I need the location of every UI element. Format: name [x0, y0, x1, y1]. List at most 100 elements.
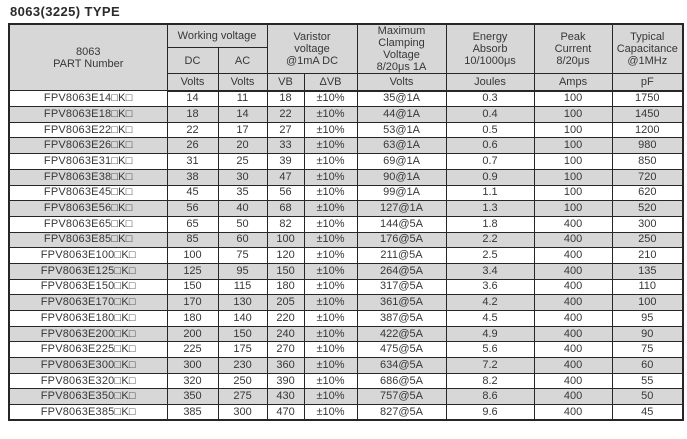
- peak-current-cell: 400: [533, 341, 613, 359]
- energy-absorb-cell: 9.6: [445, 404, 535, 421]
- peak-current-cell: 100: [533, 168, 613, 186]
- varistor-delta-vb-cell: ±10%: [303, 247, 358, 264]
- capacitance-cell: 250: [611, 231, 684, 249]
- ac-voltage-cell: 50: [217, 215, 268, 233]
- unit-dc-volts: Volts: [166, 73, 219, 92]
- col-header-energy-absorb: Energy Absorb 10/1000μs: [445, 23, 535, 75]
- varistor-delta-vb-cell: ±10%: [303, 262, 358, 280]
- table-row: FPV8063E180□K□ 180 140 220 ±10% 387@5A 4…: [8, 310, 684, 327]
- varistor-delta-vb-cell: ±10%: [303, 90, 358, 108]
- unit-pf: pF: [611, 73, 684, 92]
- capacitance-cell: 75: [611, 341, 684, 359]
- ac-voltage-cell: 17: [217, 121, 268, 139]
- varistor-delta-vb-cell: ±10%: [303, 404, 358, 421]
- varistor-vb-cell: 22: [266, 106, 305, 123]
- varistor-vb-cell: 180: [266, 278, 305, 296]
- clamping-voltage-cell: 69@1A: [356, 153, 447, 170]
- energy-absorb-cell: 0.6: [445, 137, 535, 155]
- table-row: FPV8063E350□K□ 350 275 430 ±10% 757@5A 8…: [8, 388, 684, 406]
- varistor-vb-cell: 33: [266, 137, 305, 155]
- dc-voltage-cell: 31: [166, 153, 219, 170]
- header-row-subcolumns: DC AC: [9, 47, 683, 75]
- varistor-delta-vb-cell: ±10%: [303, 388, 358, 406]
- dc-voltage-cell: 150: [166, 278, 219, 296]
- dc-voltage-cell: 26: [166, 137, 219, 155]
- energy-absorb-cell: 4.9: [445, 325, 535, 343]
- energy-absorb-cell: 2.5: [445, 247, 535, 264]
- energy-absorb-cell: 1.8: [445, 215, 535, 233]
- dc-voltage-cell: 38: [166, 168, 219, 186]
- energy-absorb-cell: 0.9: [445, 168, 535, 186]
- unit-ac-volts: Volts: [217, 73, 268, 92]
- capacitance-cell: 210: [611, 247, 684, 264]
- capacitance-cell: 45: [611, 404, 684, 421]
- spec-table: 8063 PART Number Working voltage Varisto…: [8, 23, 685, 422]
- energy-absorb-cell: 2.2: [445, 231, 535, 249]
- part-number-cell: FPV8063E85□K□: [8, 231, 168, 249]
- dc-voltage-cell: 100: [166, 247, 219, 264]
- varistor-vb-cell: 68: [266, 200, 305, 217]
- varistor-vb-cell: 430: [266, 388, 305, 406]
- table-row: FPV8063E26□K□ 26 20 33 ±10% 63@1A 0.6 10…: [8, 137, 684, 155]
- col-header-working-voltage: Working voltage: [166, 23, 268, 49]
- dc-voltage-cell: 45: [166, 184, 219, 202]
- capacitance-cell: 850: [611, 153, 684, 170]
- peak-current-cell: 400: [533, 215, 613, 233]
- part-number-cell: FPV8063E31□K□: [8, 153, 168, 170]
- varistor-delta-vb-cell: ±10%: [303, 168, 358, 186]
- ac-voltage-cell: 35: [217, 184, 268, 202]
- capacitance-cell: 720: [611, 168, 684, 186]
- ac-voltage-cell: 300: [217, 404, 268, 421]
- table-row: FPV8063E225□K□ 225 175 270 ±10% 475@5A 5…: [8, 341, 684, 359]
- varistor-vb-cell: 240: [266, 325, 305, 343]
- varistor-delta-vb-cell: ±10%: [303, 106, 358, 123]
- dc-voltage-cell: 300: [166, 357, 219, 374]
- capacitance-cell: 90: [611, 325, 684, 343]
- varistor-vb-cell: 56: [266, 184, 305, 202]
- clamping-voltage-cell: 144@5A: [356, 215, 447, 233]
- col-header-max-clamping-voltage: Maximum Clamping Voltage 8/20μs 1A: [356, 23, 447, 75]
- energy-absorb-cell: 0.5: [445, 121, 535, 139]
- part-number-cell: FPV8063E200□K□: [8, 325, 168, 343]
- peak-current-cell: 100: [533, 90, 613, 108]
- table-row: FPV8063E31□K□ 31 25 39 ±10% 69@1A 0.7 10…: [8, 153, 684, 170]
- varistor-delta-vb-cell: ±10%: [303, 310, 358, 327]
- peak-current-cell: 400: [533, 247, 613, 264]
- clamping-voltage-cell: 211@5A: [356, 247, 447, 264]
- clamping-voltage-cell: 264@5A: [356, 262, 447, 280]
- varistor-vb-cell: 47: [266, 168, 305, 186]
- datasheet-page: 8063(3225) TYPE 8063 PART Number Working…: [8, 4, 685, 422]
- table-row: FPV8063E85□K□ 85 60 100 ±10% 176@5A 2.2 …: [8, 231, 684, 249]
- varistor-vb-cell: 220: [266, 310, 305, 327]
- part-number-cell: FPV8063E170□K□: [8, 294, 168, 311]
- ac-voltage-cell: 11: [217, 90, 268, 108]
- part-number-cell: FPV8063E45□K□: [8, 184, 168, 202]
- varistor-delta-vb-cell: ±10%: [303, 372, 358, 390]
- part-number-cell: FPV8063E22□K□: [8, 121, 168, 139]
- varistor-vb-cell: 150: [266, 262, 305, 280]
- table-row: FPV8063E45□K□ 45 35 56 ±10% 99@1A 1.1 10…: [8, 184, 684, 202]
- capacitance-cell: 1450: [611, 106, 684, 123]
- varistor-vb-cell: 470: [266, 404, 305, 421]
- dc-voltage-cell: 350: [166, 388, 219, 406]
- clamping-voltage-cell: 99@1A: [356, 184, 447, 202]
- ac-voltage-cell: 250: [217, 372, 268, 390]
- dc-voltage-cell: 385: [166, 404, 219, 421]
- part-number-cell: FPV8063E56□K□: [8, 200, 168, 217]
- table-row: FPV8063E200□K□ 200 150 240 ±10% 422@5A 4…: [8, 325, 684, 343]
- energy-absorb-cell: 7.2: [445, 357, 535, 374]
- energy-absorb-cell: 1.1: [445, 184, 535, 202]
- ac-voltage-cell: 14: [217, 106, 268, 123]
- peak-current-cell: 100: [533, 106, 613, 123]
- clamping-voltage-cell: 35@1A: [356, 90, 447, 108]
- capacitance-cell: 95: [611, 310, 684, 327]
- capacitance-cell: 110: [611, 278, 684, 296]
- clamping-voltage-cell: 127@1A: [356, 200, 447, 217]
- varistor-delta-vb-cell: ±10%: [303, 325, 358, 343]
- capacitance-cell: 60: [611, 357, 684, 374]
- unit-vb: VB: [266, 73, 305, 92]
- header-row-groups: 8063 PART Number Working voltage Varisto…: [8, 23, 684, 92]
- ac-voltage-cell: 20: [217, 137, 268, 155]
- table-row: FPV8063E65□K□ 65 50 82 ±10% 144@5A 1.8 4…: [8, 215, 684, 233]
- capacitance-cell: 1200: [611, 121, 684, 139]
